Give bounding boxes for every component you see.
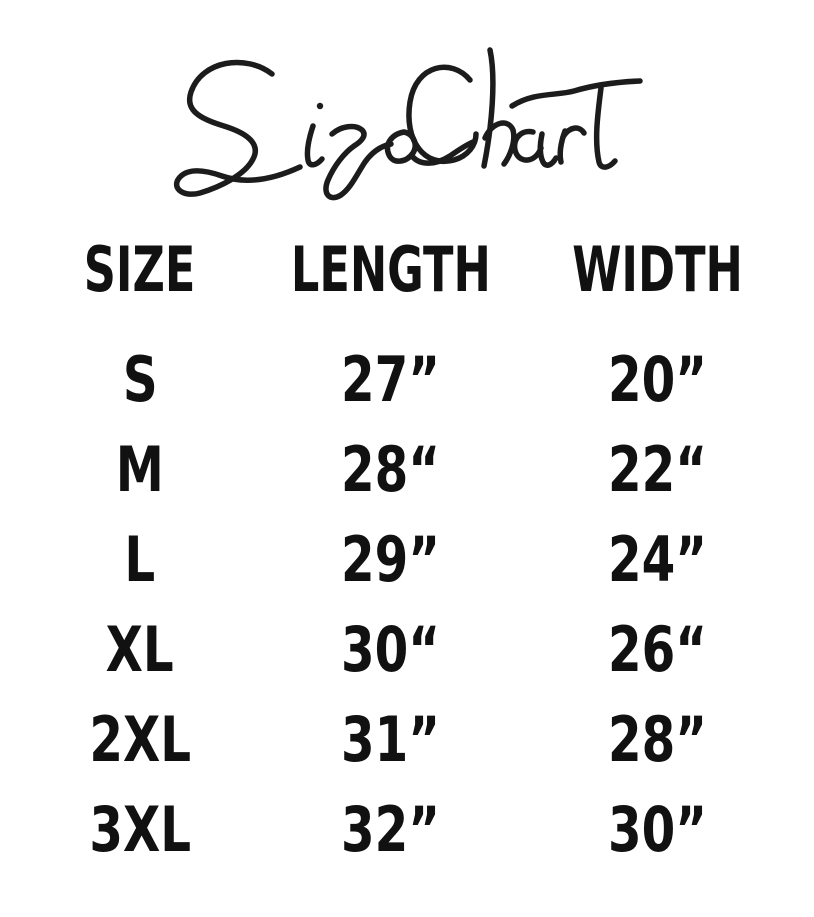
size-cell: L bbox=[0, 529, 280, 591]
table-header-row: SIZE LENGTH WIDTH bbox=[0, 238, 814, 302]
size-cell: 3XL bbox=[0, 799, 280, 861]
table-row-l: L 29” 24” bbox=[0, 515, 814, 605]
length-cell: 30“ bbox=[280, 619, 502, 681]
script-stroke-a-stem bbox=[537, 131, 559, 168]
width-value: 20” bbox=[608, 343, 708, 416]
table-row-s: S 27” 20” bbox=[0, 335, 814, 425]
column-header-length-cell: LENGTH bbox=[280, 239, 502, 301]
length-value: 29” bbox=[341, 523, 441, 596]
length-cell: 28“ bbox=[280, 439, 502, 501]
width-cell: 22“ bbox=[502, 439, 814, 501]
length-value: 31” bbox=[341, 703, 441, 776]
width-cell: 30” bbox=[502, 799, 814, 861]
script-i-dot bbox=[316, 102, 324, 110]
size-cell: S bbox=[0, 349, 280, 411]
size-table: SIZE LENGTH WIDTH S 27” 20” M bbox=[0, 238, 814, 875]
column-header-length: LENGTH bbox=[291, 233, 491, 306]
width-cell: 26“ bbox=[502, 619, 814, 681]
width-cell: 28” bbox=[502, 709, 814, 771]
width-value: 24” bbox=[608, 523, 708, 596]
script-stroke-a-bowl bbox=[511, 128, 544, 163]
size-value: S bbox=[122, 343, 158, 416]
table-row-2xl: 2XL 31” 28” bbox=[0, 695, 814, 785]
size-value: 2XL bbox=[89, 703, 191, 776]
table-row-3xl: 3XL 32” 30” bbox=[0, 785, 814, 875]
width-value: 26“ bbox=[608, 613, 708, 686]
size-cell: 2XL bbox=[0, 709, 280, 771]
table-row-m: M 28“ 22“ bbox=[0, 425, 814, 515]
column-header-width-cell: WIDTH bbox=[502, 239, 814, 301]
width-cell: 24” bbox=[502, 529, 814, 591]
page-title: Size Chart bbox=[0, 0, 814, 235]
length-cell: 31” bbox=[280, 709, 502, 771]
script-stroke-c bbox=[406, 64, 479, 165]
length-cell: 27” bbox=[280, 349, 502, 411]
size-value: L bbox=[124, 523, 156, 596]
width-value: 22“ bbox=[608, 433, 708, 506]
script-stroke-t-stem bbox=[593, 85, 618, 170]
script-stroke-t-crossbar bbox=[509, 78, 643, 109]
width-value: 30” bbox=[608, 793, 708, 866]
length-value: 30“ bbox=[341, 613, 441, 686]
length-cell: 32” bbox=[280, 799, 502, 861]
length-cell: 29” bbox=[280, 529, 502, 591]
length-value: 32” bbox=[341, 793, 441, 866]
script-stroke-r-flag bbox=[560, 125, 587, 140]
script-stroke-h-stem bbox=[481, 47, 496, 169]
column-header-width: WIDTH bbox=[572, 233, 744, 306]
width-cell: 20” bbox=[502, 349, 814, 411]
script-stroke-e-exit bbox=[409, 139, 476, 166]
column-header-size-cell: SIZE bbox=[0, 239, 280, 301]
width-value: 28” bbox=[608, 703, 708, 776]
script-stroke-z bbox=[323, 123, 394, 201]
size-cell: M bbox=[0, 439, 280, 501]
size-chart-script-title bbox=[173, 47, 643, 201]
size-value: XL bbox=[105, 613, 175, 686]
size-value: 3XL bbox=[89, 793, 191, 866]
length-value: 27” bbox=[341, 343, 441, 416]
script-stroke-i bbox=[304, 123, 325, 168]
column-header-size: SIZE bbox=[84, 233, 196, 306]
page-title-text: Size Chart bbox=[0, 235, 1, 236]
script-stroke-s bbox=[173, 59, 303, 197]
size-cell: XL bbox=[0, 619, 280, 681]
length-value: 28“ bbox=[341, 433, 441, 506]
size-value: M bbox=[115, 433, 165, 506]
script-stroke-h-hump bbox=[482, 120, 517, 167]
table-row-xl: XL 30“ 26“ bbox=[0, 605, 814, 695]
